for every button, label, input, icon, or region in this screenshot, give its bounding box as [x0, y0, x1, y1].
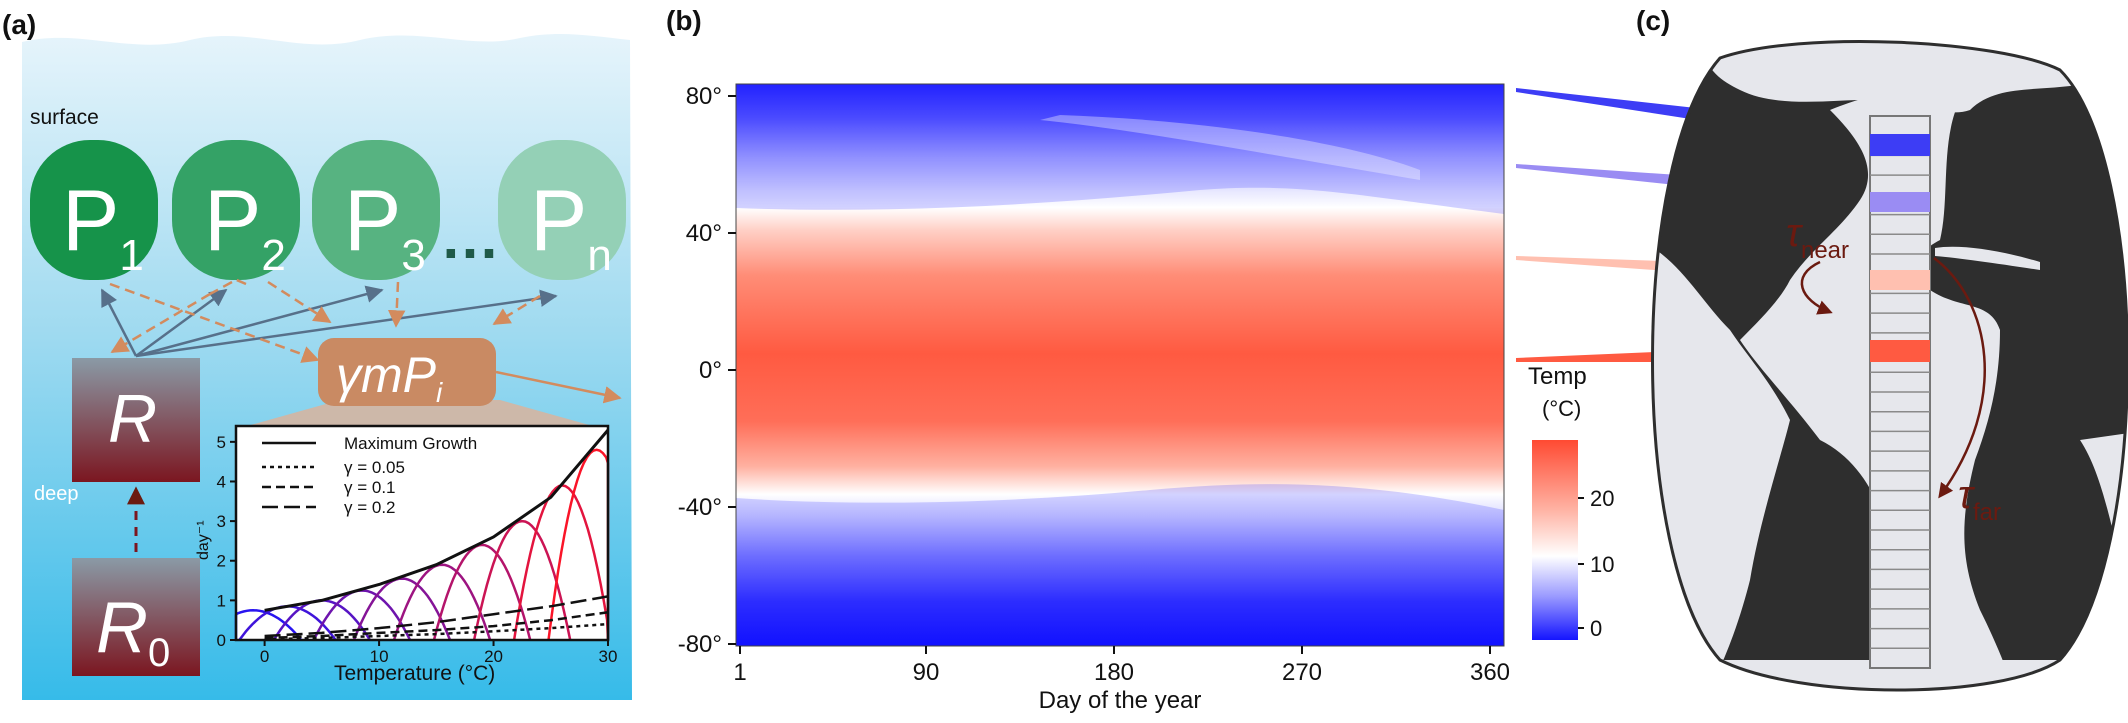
x-tick-270: 270	[1282, 659, 1322, 686]
legend-005-label: γ = 0.05	[344, 458, 405, 477]
svg-text:P3: P3	[344, 173, 426, 280]
inset-ticks: 0 10 20 30 0 1 2 3 4 5	[217, 433, 618, 666]
colorbar-title: Temp	[1528, 363, 1587, 390]
gamma-mortality-box: γmPi	[240, 338, 600, 428]
x-tick-1: 1	[733, 659, 746, 686]
colorbar-ticks	[1578, 497, 1584, 629]
x-tick-180: 180	[1094, 659, 1134, 686]
colorbar-tick-20: 20	[1590, 486, 1614, 511]
inset-ylabel: day⁻¹	[195, 520, 212, 560]
inset-xtick-label: 30	[599, 647, 618, 666]
y-tick-minus40: -40°	[678, 494, 722, 521]
tau-near-label: τnear	[1786, 211, 1849, 264]
series-line-2	[264, 611, 609, 640]
heatmap-x-ticks	[739, 646, 1491, 654]
svg-text:R0: R0	[96, 588, 170, 675]
inset-ytick-label: 4	[217, 472, 226, 491]
node-p2: P2	[172, 140, 300, 280]
series-line-1	[264, 622, 609, 641]
heatmap-y-ticks	[728, 95, 736, 645]
tau-far-label: τfar	[1958, 473, 2001, 526]
mortality-arrows	[109, 276, 541, 363]
panel-c: (c) τnear τfar	[1636, 5, 2128, 692]
colorbar-tick-0: 0	[1590, 616, 1602, 641]
panel-a: (a) surface P1 P2 P3 … Pn R deep R0	[2, 9, 632, 700]
growth-curve-8	[472, 519, 572, 641]
colorbar	[1532, 440, 1578, 640]
svg-text:P2: P2	[204, 173, 286, 280]
svg-text:γmPi: γmPi	[336, 347, 443, 408]
svg-text:R: R	[108, 381, 157, 457]
panel-b: (b) 80° 40° 0° -40° -80° 1 90	[666, 5, 1614, 714]
resource-box-r0: R0	[72, 558, 200, 676]
series-line-0	[264, 429, 610, 612]
inset-ytick-label: 2	[217, 552, 226, 571]
heatmap-xlabel: Day of the year	[1039, 687, 1202, 714]
colorbar-unit: (°C)	[1542, 396, 1581, 421]
colorbar-tick-10: 10	[1590, 552, 1614, 577]
inset-xtick-label: 10	[370, 647, 389, 666]
heatmap-frame	[735, 83, 1505, 647]
export-arrow	[495, 370, 622, 404]
inset-ytick-label: 1	[217, 591, 226, 610]
resource-box-r: R	[72, 358, 200, 482]
legend-max-label: Maximum Growth	[344, 434, 477, 453]
cell-50n	[1870, 192, 1930, 212]
indian-ocean	[2080, 430, 2128, 560]
legend-02-label: γ = 0.2	[344, 498, 396, 517]
growth-curve-6	[392, 563, 492, 641]
growth-curve-5	[352, 577, 452, 641]
panel-a-label: (a)	[2, 9, 36, 40]
uptake-arrows	[100, 285, 558, 358]
tau-near-arrow	[1800, 260, 1833, 315]
inset-xtick-label: 20	[484, 647, 503, 666]
cell-eq	[1870, 340, 1930, 362]
inset-ytick-label: 5	[217, 433, 226, 452]
y-tick-40: 40°	[686, 220, 722, 247]
deep-label: deep	[34, 483, 79, 505]
inset-legend: Maximum Growth γ = 0.05 γ = 0.1 γ = 0.2	[262, 434, 477, 517]
inset-ytick-label: 0	[217, 631, 226, 650]
surface-label: surface	[30, 106, 99, 129]
series-line-3	[264, 595, 609, 638]
svg-text:Pn: Pn	[530, 173, 612, 280]
svg-text:P1: P1	[62, 173, 144, 280]
y-tick-80: 80°	[686, 83, 722, 110]
tau-far-arrow	[1933, 257, 1986, 499]
node-ellipsis: …	[440, 204, 500, 271]
x-tick-360: 360	[1470, 659, 1510, 686]
legend-01-label: γ = 0.1	[344, 478, 396, 497]
inset-ytick-label: 3	[217, 512, 226, 531]
growth-inset-chart: 0 10 20 30 0 1 2 3 4 5 day⁻¹ Temperature (°C) Max…	[195, 424, 618, 685]
y-tick-minus80: -80°	[678, 631, 722, 658]
inset-xtick-label: 0	[260, 647, 269, 666]
cell-70n	[1870, 134, 1930, 156]
x-tick-90: 90	[913, 659, 940, 686]
node-p3: P3	[312, 140, 440, 280]
inset-xlabel: Temperature (°C)	[334, 662, 495, 685]
panel-c-label: (c)	[1636, 5, 1670, 36]
growth-curve-7	[432, 543, 532, 641]
highlight-cells	[1870, 134, 1930, 362]
node-pn: Pn	[498, 140, 626, 280]
y-tick-0: 0°	[699, 357, 722, 384]
mediterranean	[1935, 246, 2040, 270]
temperature-heatmap	[736, 84, 1504, 646]
node-p1: P1	[30, 140, 158, 280]
cell-30n	[1870, 270, 1930, 290]
panel-b-label: (b)	[666, 5, 702, 36]
north-ocean	[1700, 41, 2100, 113]
